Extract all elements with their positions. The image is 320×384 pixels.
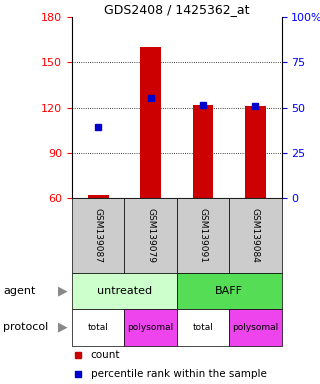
Bar [72, 309, 124, 346]
Text: agent: agent [3, 286, 36, 296]
Bar [124, 309, 177, 346]
Bar [229, 309, 282, 346]
Text: GSM139087: GSM139087 [94, 208, 103, 263]
Text: GSM139079: GSM139079 [146, 208, 155, 263]
Bar [72, 273, 177, 309]
Text: ▶: ▶ [58, 285, 67, 297]
Bar [177, 198, 229, 273]
Bar [140, 47, 161, 198]
Text: total: total [193, 323, 213, 332]
Text: count: count [91, 350, 120, 360]
Bar [193, 104, 213, 198]
Text: polysomal: polysomal [232, 323, 278, 332]
Text: BAFF: BAFF [215, 286, 243, 296]
Bar [177, 309, 229, 346]
Title: GDS2408 / 1425362_at: GDS2408 / 1425362_at [104, 3, 250, 16]
Bar [177, 273, 282, 309]
Text: protocol: protocol [3, 322, 48, 333]
Text: total: total [88, 323, 108, 332]
Bar [124, 198, 177, 273]
Text: percentile rank within the sample: percentile rank within the sample [91, 369, 267, 379]
Text: polysomal: polysomal [127, 323, 174, 332]
Bar [229, 198, 282, 273]
Bar [72, 198, 124, 273]
Bar [245, 106, 266, 198]
Bar [88, 195, 109, 198]
Text: GSM139084: GSM139084 [251, 208, 260, 263]
Text: GSM139091: GSM139091 [198, 208, 207, 263]
Text: ▶: ▶ [58, 321, 67, 334]
Text: untreated: untreated [97, 286, 152, 296]
